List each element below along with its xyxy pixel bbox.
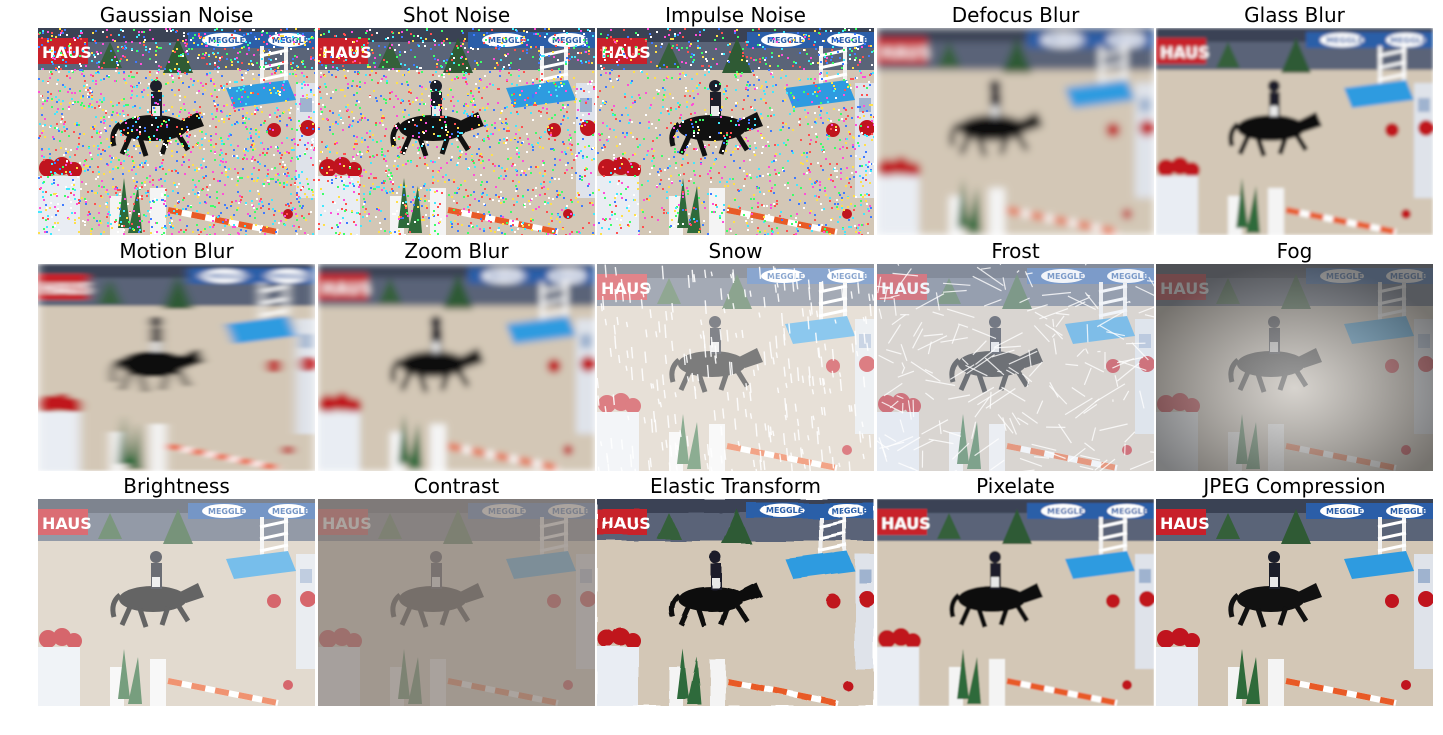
panel-title: Brightness	[123, 474, 230, 498]
panel-impulse-noise: Impulse Noise HAUS MEGGLE MEGGLE	[597, 0, 874, 235]
arena-photo: HAUS MEGGLE MEGGLE	[597, 28, 874, 235]
panel-frost: Frost HAUS MEGGLE MEGGLE	[877, 236, 1154, 471]
svg-text:HAUS: HAUS	[1160, 43, 1210, 62]
panel-title: Glass Blur	[1244, 3, 1345, 27]
svg-text:MEGGLE: MEGGLE	[767, 36, 804, 45]
panel-snow: Snow HAUS MEGGLE MEGGLE	[597, 236, 874, 471]
svg-text:HAUS: HAUS	[881, 43, 931, 62]
svg-text:MEGGLE: MEGGLE	[1390, 36, 1427, 45]
panel-zoom-blur: Zoom Blur HAUS MEGGLE MEGGLE	[318, 236, 595, 471]
svg-text:MEGGLE: MEGGLE	[272, 36, 309, 45]
svg-text:MEGGLE: MEGGLE	[767, 272, 804, 281]
svg-text:HAUS: HAUS	[322, 43, 372, 62]
svg-text:MEGGLE: MEGGLE	[272, 272, 309, 281]
svg-text:MEGGLE: MEGGLE	[208, 36, 245, 45]
panel-motion-blur: Motion Blur HAUS MEGGLE MEGGLE	[38, 236, 315, 471]
panel-image: HAUS MEGGLE MEGGLE	[38, 28, 315, 235]
panel-title: Impulse Noise	[665, 3, 806, 27]
panel-image: HAUS MEGGLE MEGGLE	[318, 264, 595, 471]
svg-text:HAUS: HAUS	[42, 43, 92, 62]
arena-photo: HAUS MEGGLE MEGGLE	[318, 28, 595, 235]
arena-photo: HAUS MEGGLE MEGGLE	[38, 28, 315, 235]
panel-title: Contrast	[413, 474, 500, 498]
panel-image: HAUS MEGGLE MEGGLE	[38, 264, 315, 471]
panel-title: Elastic Transform	[649, 474, 822, 498]
svg-text:HAUS: HAUS	[322, 279, 372, 298]
panel-title: Frost	[991, 239, 1040, 263]
svg-text:MEGGLE: MEGGLE	[831, 36, 868, 45]
panel-title: Motion Blur	[119, 239, 234, 263]
panel-title: JPEG Compression	[1203, 474, 1386, 498]
panel-brightness: Brightness HAUS MEGGLE MEGGLE	[38, 471, 315, 706]
panel-title: Zoom Blur	[404, 239, 509, 263]
svg-text:MEGGLE: MEGGLE	[1047, 36, 1084, 45]
panel-title: Fog	[1276, 239, 1313, 263]
panel-title: Gaussian Noise	[99, 3, 254, 27]
svg-text:MEGGLE: MEGGLE	[831, 272, 868, 281]
panel-title: Pixelate	[976, 474, 1055, 498]
panel-image: HAUS MEGGLE MEGGLE	[597, 28, 874, 235]
arena-photo: HAUS MEGGLE MEGGLE	[877, 28, 1154, 235]
svg-text:MEGGLE: MEGGLE	[488, 36, 525, 45]
panel-image: HAUS MEGGLE MEGGLE	[597, 264, 874, 471]
panel-title: Shot Noise	[402, 3, 511, 27]
panel-gaussian-noise: Gaussian Noise HAUS MEGGLE MEGGLE	[38, 0, 315, 235]
panel-image: HAUS MEGGLE MEGGLE	[318, 28, 595, 235]
arena-photo: HAUS MEGGLE MEGGLE	[318, 264, 595, 471]
svg-text:HAUS: HAUS	[601, 43, 651, 62]
arena-photo: HAUS MEGGLE MEGGLE	[1156, 28, 1433, 235]
svg-text:HAUS: HAUS	[601, 279, 651, 298]
panel-pixelate: Pixelate HAUS MEGGLE MEGGLE	[877, 471, 1154, 706]
corruption-grid: Gaussian Noise HAUS MEGGLE MEGGLE Shot Noi…	[38, 0, 1433, 706]
panel-jpeg-compression: JPEG Compression HAUS MEGGLE MEGGLE	[1156, 471, 1433, 706]
panel-image: HAUS MEGGLE MEGGLE	[1156, 28, 1433, 235]
svg-text:MEGGLE: MEGGLE	[552, 272, 589, 281]
panel-title: Defocus Blur	[951, 3, 1080, 27]
svg-text:MEGGLE: MEGGLE	[1111, 36, 1148, 45]
svg-text:MEGGLE: MEGGLE	[488, 272, 525, 281]
svg-text:HAUS: HAUS	[42, 279, 92, 298]
svg-text:MEGGLE: MEGGLE	[552, 36, 589, 45]
svg-text:MEGGLE: MEGGLE	[1326, 36, 1363, 45]
panel-title: Snow	[708, 239, 763, 263]
panel-elastic-transform: Elastic Transform HAUS MEGGLE MEGGLE	[597, 471, 874, 706]
arena-photo: HAUS MEGGLE MEGGLE	[38, 264, 315, 471]
panel-shot-noise: Shot Noise HAUS MEGGLE MEGGLE	[318, 0, 595, 235]
panel-glass-blur: Glass Blur HAUS MEGGLE MEGGLE	[1156, 0, 1433, 235]
svg-text:MEGGLE: MEGGLE	[208, 272, 245, 281]
panel-image: HAUS MEGGLE MEGGLE	[877, 28, 1154, 235]
arena-photo: HAUS MEGGLE MEGGLE	[597, 264, 874, 471]
panel-defocus-blur: Defocus Blur HAUS MEGGLE MEGGLE	[877, 0, 1154, 235]
